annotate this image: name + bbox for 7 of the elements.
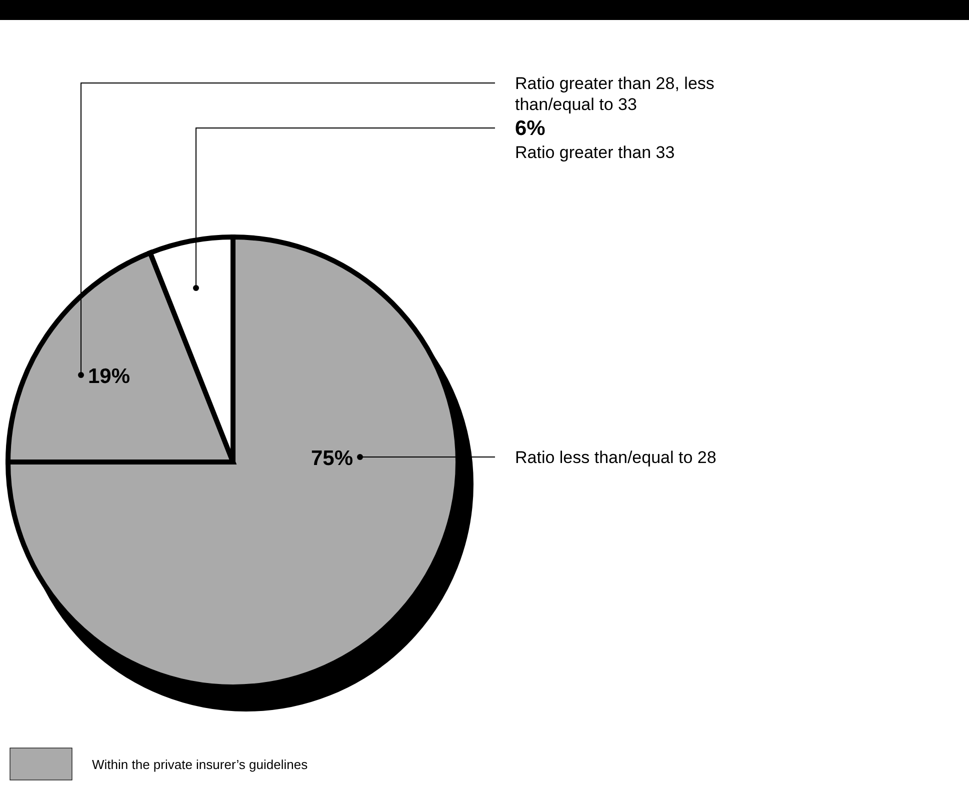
data-label: 75% [310, 447, 354, 470]
data-label: 19% [88, 365, 130, 388]
data-label: 6% [515, 117, 546, 140]
slice-label: Ratio greater than 33 [515, 143, 675, 162]
slice-label: Ratio greater than 28, less than/equal to 33 [515, 74, 714, 114]
slice-label: Ratio less than/equal to 28 [515, 448, 716, 467]
text: Within the private insurer’s guidelines [92, 757, 308, 772]
